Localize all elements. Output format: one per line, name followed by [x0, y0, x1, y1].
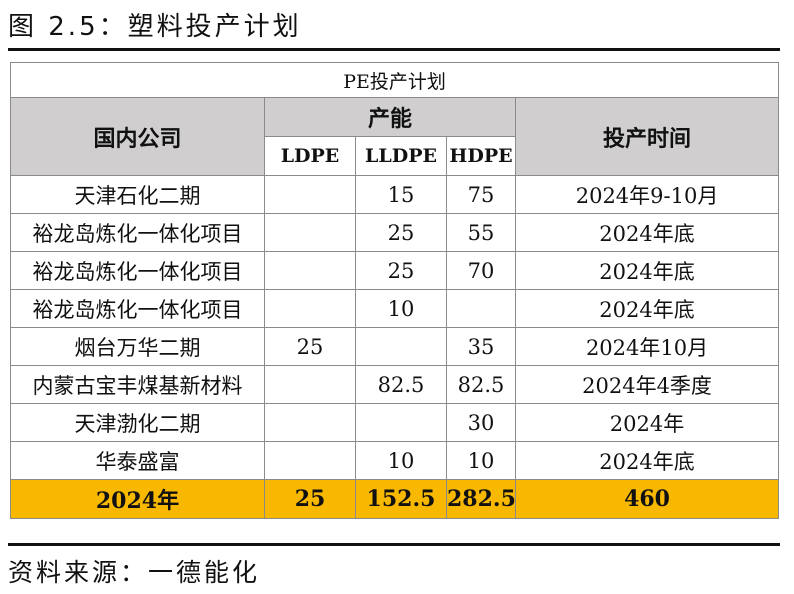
cell-lldpe: 10 [355, 289, 447, 328]
table-row: 裕龙岛炼化一体化项目 25 55 2024年底 [10, 213, 780, 252]
cell-ldpe [264, 175, 356, 214]
cell-ldpe: 25 [264, 327, 356, 366]
cell-company: 裕龙岛炼化一体化项目 [10, 213, 265, 252]
cell-company: 内蒙古宝丰煤基新材料 [10, 365, 265, 404]
cell-ldpe [264, 365, 356, 404]
cell-lldpe [355, 327, 447, 366]
cell-ldpe [264, 213, 356, 252]
table-row: 裕龙岛炼化一体化项目 10 2024年底 [10, 289, 780, 328]
cell-ldpe [264, 403, 356, 442]
cell-lldpe: 25 [355, 251, 447, 290]
cell-hdpe [446, 289, 516, 328]
cell-hdpe: 70 [446, 251, 516, 290]
header-lldpe: LLDPE [355, 136, 447, 176]
cell-lldpe: 25 [355, 213, 447, 252]
cell-time: 2024年底 [514, 251, 780, 290]
cell-lldpe: 15 [355, 175, 447, 214]
cell-ldpe [264, 289, 356, 328]
cell-lldpe: 82.5 [355, 365, 447, 404]
cell-hdpe: 55 [446, 213, 516, 252]
cell-company: 烟台万华二期 [10, 327, 265, 366]
cell-time: 2024年 [514, 403, 780, 442]
cell-hdpe: 35 [446, 327, 516, 366]
table-row: 天津石化二期 15 75 2024年9-10月 [10, 175, 780, 214]
total-time: 460 [514, 479, 780, 519]
cell-hdpe: 30 [446, 403, 516, 442]
table-row: 华泰盛富 10 10 2024年底 [10, 441, 780, 480]
cell-ldpe [264, 251, 356, 290]
table-row: 裕龙岛炼化一体化项目 25 70 2024年底 [10, 251, 780, 290]
cell-lldpe [355, 403, 447, 442]
top-rule [8, 48, 780, 51]
table-title: PE投产计划 [9, 62, 780, 98]
bottom-rule [8, 543, 780, 546]
total-row: 2024年 25 152.5 282.5 460 [10, 479, 780, 519]
cell-ldpe [264, 441, 356, 480]
cell-hdpe: 10 [446, 441, 516, 480]
header-hdpe: HDPE [446, 136, 516, 176]
figure-title: 图 2.5：塑料投产计划 [8, 12, 302, 42]
table-row: 内蒙古宝丰煤基新材料 82.5 82.5 2024年4季度 [10, 365, 780, 404]
table-title-row: PE投产计划 [9, 62, 780, 98]
cell-time: 2024年4季度 [514, 365, 780, 404]
cell-time: 2024年10月 [514, 327, 780, 366]
cell-time: 2024年底 [514, 289, 780, 328]
total-hdpe: 282.5 [446, 479, 516, 519]
cell-company: 裕龙岛炼化一体化项目 [10, 251, 265, 290]
header-capacity: 产能 [264, 97, 516, 137]
cell-time: 2024年底 [514, 213, 780, 252]
cell-company: 华泰盛富 [10, 441, 265, 480]
header-company: 国内公司 [10, 97, 265, 176]
table-row: 烟台万华二期 25 35 2024年10月 [10, 327, 780, 366]
pe-production-table: PE投产计划 国内公司 产能 投产时间 LDPE LLDPE HDPE 天津石化… [9, 62, 780, 519]
source-note: 资料来源：一德能化 [8, 558, 261, 587]
table-row: 天津渤化二期 30 2024年 [10, 403, 780, 442]
cell-lldpe: 10 [355, 441, 447, 480]
cell-company: 天津石化二期 [10, 175, 265, 214]
total-label: 2024年 [10, 479, 265, 519]
cell-time: 2024年底 [514, 441, 780, 480]
header-row-1: 国内公司 产能 投产时间 [10, 97, 780, 176]
header-time: 投产时间 [514, 97, 780, 176]
header-row-2: LDPE LLDPE HDPE [11, 136, 779, 176]
cell-time: 2024年9-10月 [514, 175, 780, 214]
cell-hdpe: 82.5 [446, 365, 516, 404]
cell-company: 裕龙岛炼化一体化项目 [10, 289, 265, 328]
cell-hdpe: 75 [446, 175, 516, 214]
cell-company: 天津渤化二期 [10, 403, 265, 442]
header-ldpe: LDPE [264, 136, 356, 176]
total-lldpe: 152.5 [355, 479, 447, 519]
total-ldpe: 25 [264, 479, 356, 519]
